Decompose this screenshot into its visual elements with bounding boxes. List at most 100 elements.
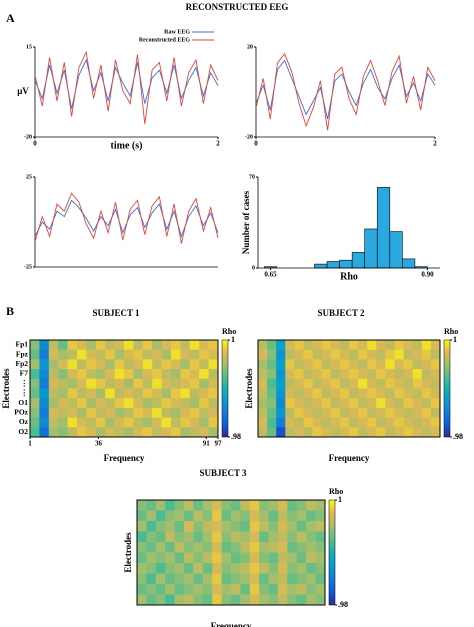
- heatmap-cell: [268, 531, 279, 543]
- heatmap-cell: [306, 531, 316, 543]
- heatmap-cell: [184, 500, 194, 511]
- heatmap-cell: [249, 594, 260, 606]
- heatmap-cell: [294, 417, 304, 428]
- heatmap-cell: [430, 378, 441, 389]
- heatmap-cell: [287, 542, 298, 553]
- heatmap-cell: [95, 340, 106, 350]
- heatmap-cell: [114, 369, 125, 380]
- heatmap-cell: [330, 427, 341, 438]
- y-axis-label: Number of cases: [241, 190, 251, 254]
- heatmap-cell: [95, 407, 106, 418]
- histogram-bar: [402, 258, 416, 269]
- heatmap-cell: [367, 417, 377, 428]
- heatmap-cell: [137, 500, 147, 511]
- electrode-label: ⋮: [21, 378, 29, 387]
- heatmap-cell: [276, 407, 286, 418]
- heatmap-cell: [268, 584, 279, 595]
- heatmap-cell: [165, 500, 175, 511]
- heatmap-cell: [268, 563, 279, 574]
- heatmap-cell: [358, 427, 368, 438]
- heatmap-cell: [39, 427, 50, 438]
- heatmap-cell: [258, 369, 268, 380]
- heatmap-cell: [48, 407, 59, 418]
- heatmap-cell: [137, 563, 147, 574]
- heatmap-cell: [321, 417, 332, 428]
- heatmap-cell: [161, 378, 172, 389]
- heatmap-cell: [165, 521, 175, 532]
- heatmap-cell: [276, 378, 286, 389]
- heatmap-cell: [67, 398, 78, 409]
- heatmap-cell: [39, 340, 50, 350]
- heatmap-cell: [105, 378, 115, 389]
- heatmap-cell: [142, 369, 153, 380]
- heatmap-cell: [208, 378, 219, 389]
- heatmap-cell: [184, 521, 194, 532]
- heatmap-cell: [161, 398, 172, 409]
- heatmap-cell: [294, 349, 304, 360]
- heatmap-cell: [171, 417, 181, 428]
- heatmap-cell: [276, 349, 286, 360]
- heatmap-cell: [330, 388, 341, 399]
- heatmap-cell: [303, 388, 313, 399]
- heatmap-cell: [358, 407, 368, 418]
- histogram-bar: [351, 252, 365, 269]
- heatmap-cell: [285, 340, 295, 350]
- heatmap-cell: [193, 510, 204, 522]
- heatmap-cell: [315, 584, 326, 595]
- heatmap-cell: [212, 521, 222, 532]
- heatmap-cell: [339, 417, 350, 428]
- heatmap-cell: [358, 340, 368, 350]
- heatmap-cell: [124, 369, 134, 380]
- heatmap-cell: [421, 369, 432, 380]
- heatmap-cell: [321, 340, 332, 350]
- heatmap-cell: [77, 407, 87, 418]
- heatmap-cell: [259, 542, 269, 553]
- heatmap-cell: [285, 369, 295, 380]
- heatmap-cell: [376, 398, 386, 409]
- heatmap-cell: [412, 369, 423, 380]
- heatmap-cell: [212, 552, 222, 564]
- heatmap-cell: [294, 340, 304, 350]
- heatmap-cell: [268, 510, 279, 522]
- heatmap-cell: [133, 427, 144, 438]
- heatmap-cell: [95, 427, 106, 438]
- heatmap-cell: [202, 552, 213, 564]
- heatmap-cell: [77, 359, 87, 370]
- heatmap-cell: [208, 407, 219, 418]
- heatmap-cell: [199, 340, 209, 350]
- heatmap-cell: [231, 531, 241, 543]
- heatmap-cell: [142, 359, 153, 370]
- heatmap-cell: [180, 427, 191, 438]
- heatmap-cell: [312, 398, 322, 409]
- heatmap-cell: [189, 340, 200, 350]
- x-axis-label: Rho: [340, 271, 358, 282]
- heatmap-cell: [105, 359, 115, 370]
- heatmap-cell: [199, 359, 209, 370]
- panel-letter: B: [6, 304, 14, 318]
- heatmap-cell: [146, 521, 157, 532]
- heatmap-cell: [133, 340, 144, 350]
- heatmap-cell: [152, 340, 162, 350]
- heatmap-cell: [30, 417, 40, 428]
- heatmap-cell: [155, 552, 166, 564]
- heatmap-cell: [58, 417, 68, 428]
- heatmap-cell: [412, 388, 423, 399]
- heatmap-cell: [430, 340, 441, 350]
- x-tick-label: 1: [28, 440, 32, 448]
- heatmap-cell: [403, 369, 413, 380]
- heatmap-cell: [30, 427, 40, 438]
- heatmap-cell: [58, 388, 68, 399]
- heatmap-cell: [258, 407, 268, 418]
- heatmap-cell: [67, 417, 78, 428]
- heatmap-cell: [174, 584, 185, 595]
- heatmap-cell: [294, 359, 304, 370]
- heatmap-cell: [430, 407, 441, 418]
- heatmap-cell: [124, 388, 134, 399]
- heatmap-cell: [202, 563, 213, 574]
- heatmap-cell: [358, 369, 368, 380]
- heatmap-cell: [124, 349, 134, 360]
- heatmap-cell: [152, 369, 162, 380]
- heatmap-cell: [142, 378, 153, 389]
- x-axis-label: Frequency: [211, 621, 252, 627]
- heatmap-cell: [193, 531, 204, 543]
